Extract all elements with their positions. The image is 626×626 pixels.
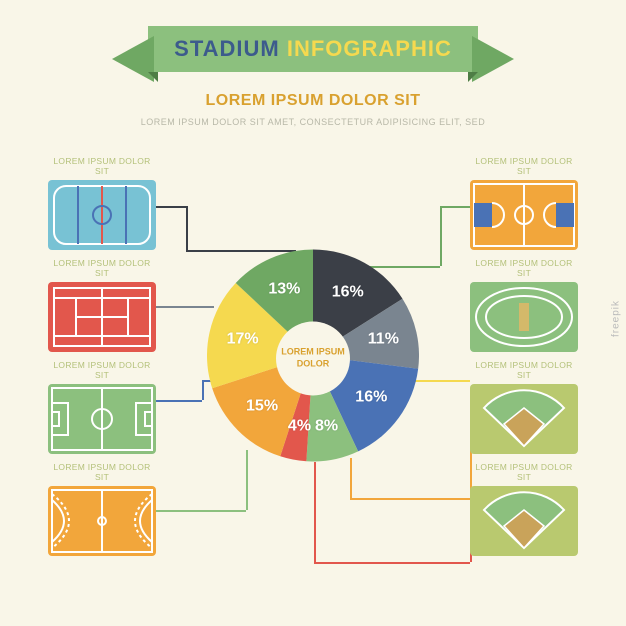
stadium-card-handball: LOREM IPSUM DOLOR SIT bbox=[48, 462, 156, 556]
stadium-card-soccer: LOREM IPSUM DOLOR SIT bbox=[48, 360, 156, 454]
connector-6-seg-0 bbox=[156, 510, 246, 512]
pie-label-1: 11% bbox=[368, 331, 399, 349]
card-label-soccer: LOREM IPSUM DOLOR SIT bbox=[48, 360, 156, 380]
infographic-canvas: STADIUM INFOGRAPHIC LOREM IPSUM DOLOR SI… bbox=[0, 0, 626, 626]
card-label-tennis: LOREM IPSUM DOLOR SIT bbox=[48, 258, 156, 278]
connector-7-seg-0 bbox=[314, 462, 316, 562]
title-text: STADIUM INFOGRAPHIC bbox=[174, 36, 452, 62]
title-word-2: INFOGRAPHIC bbox=[287, 36, 452, 61]
stadium-card-cricket: LOREM IPSUM DOLOR SIT bbox=[470, 258, 578, 352]
stadium-card-basketball: LOREM IPSUM DOLOR SIT bbox=[470, 156, 578, 250]
watermark: freepik bbox=[611, 300, 622, 337]
card-label-handball: LOREM IPSUM DOLOR SIT bbox=[48, 462, 156, 482]
title-word-1: STADIUM bbox=[174, 36, 280, 61]
connector-1-seg-1 bbox=[440, 206, 442, 266]
pie-chart: LOREM IPSUM DOLOR 16% 11% 16% 8%4% 15% 17% 13% bbox=[207, 250, 419, 467]
ribbon-fold-right bbox=[468, 72, 478, 82]
card-label-hockey: LOREM IPSUM DOLOR SIT bbox=[48, 156, 156, 176]
connector-5-seg-1 bbox=[350, 498, 470, 500]
connector-1-seg-0 bbox=[440, 206, 470, 208]
stadium-card-tennis: LOREM IPSUM DOLOR SIT bbox=[48, 258, 156, 352]
pie-label-4: 4% bbox=[288, 417, 311, 435]
connector-4-seg-1 bbox=[202, 380, 204, 400]
description-text: LOREM IPSUM DOLOR SIT AMET, CONSECTETUR … bbox=[0, 116, 626, 129]
pie-label-0: 16% bbox=[332, 283, 364, 301]
title-ribbon: STADIUM INFOGRAPHIC bbox=[148, 26, 478, 72]
pie-label-7: 13% bbox=[268, 280, 300, 298]
pie-label-6: 17% bbox=[227, 331, 259, 349]
stadium-card-baseball2: LOREM IPSUM DOLOR SIT bbox=[470, 462, 578, 556]
connector-4-seg-0 bbox=[156, 400, 202, 402]
baseball1-field-icon bbox=[470, 384, 578, 454]
pie-label-3: 8% bbox=[315, 417, 338, 435]
ribbon-fold-left bbox=[148, 72, 158, 82]
card-label-baseball2: LOREM IPSUM DOLOR SIT bbox=[470, 462, 578, 482]
connector-3-seg-0 bbox=[410, 380, 470, 382]
hockey-field-icon bbox=[48, 180, 156, 250]
card-label-cricket: LOREM IPSUM DOLOR SIT bbox=[470, 258, 578, 278]
connector-0-seg-0 bbox=[156, 206, 186, 208]
basketball-field-icon bbox=[470, 180, 578, 250]
pie-label-5: 15% bbox=[246, 397, 278, 415]
subtitle: LOREM IPSUM DOLOR SIT bbox=[0, 92, 626, 110]
baseball2-field-icon bbox=[470, 486, 578, 556]
connector-0-seg-1 bbox=[186, 206, 188, 250]
card-label-baseball1: LOREM IPSUM DOLOR SIT bbox=[470, 360, 578, 380]
stadium-card-hockey: LOREM IPSUM DOLOR SIT bbox=[48, 156, 156, 250]
connector-7-seg-1 bbox=[314, 562, 470, 564]
pie-center-label: LOREM IPSUM DOLOR bbox=[276, 321, 350, 395]
soccer-field-icon bbox=[48, 384, 156, 454]
pie-label-2: 16% bbox=[355, 389, 387, 407]
tennis-field-icon bbox=[48, 282, 156, 352]
stadium-card-baseball1: LOREM IPSUM DOLOR SIT bbox=[470, 360, 578, 454]
connector-2-seg-0 bbox=[156, 306, 214, 308]
cricket-field-icon bbox=[470, 282, 578, 352]
card-label-basketball: LOREM IPSUM DOLOR SIT bbox=[470, 156, 578, 176]
handball-field-icon bbox=[48, 486, 156, 556]
